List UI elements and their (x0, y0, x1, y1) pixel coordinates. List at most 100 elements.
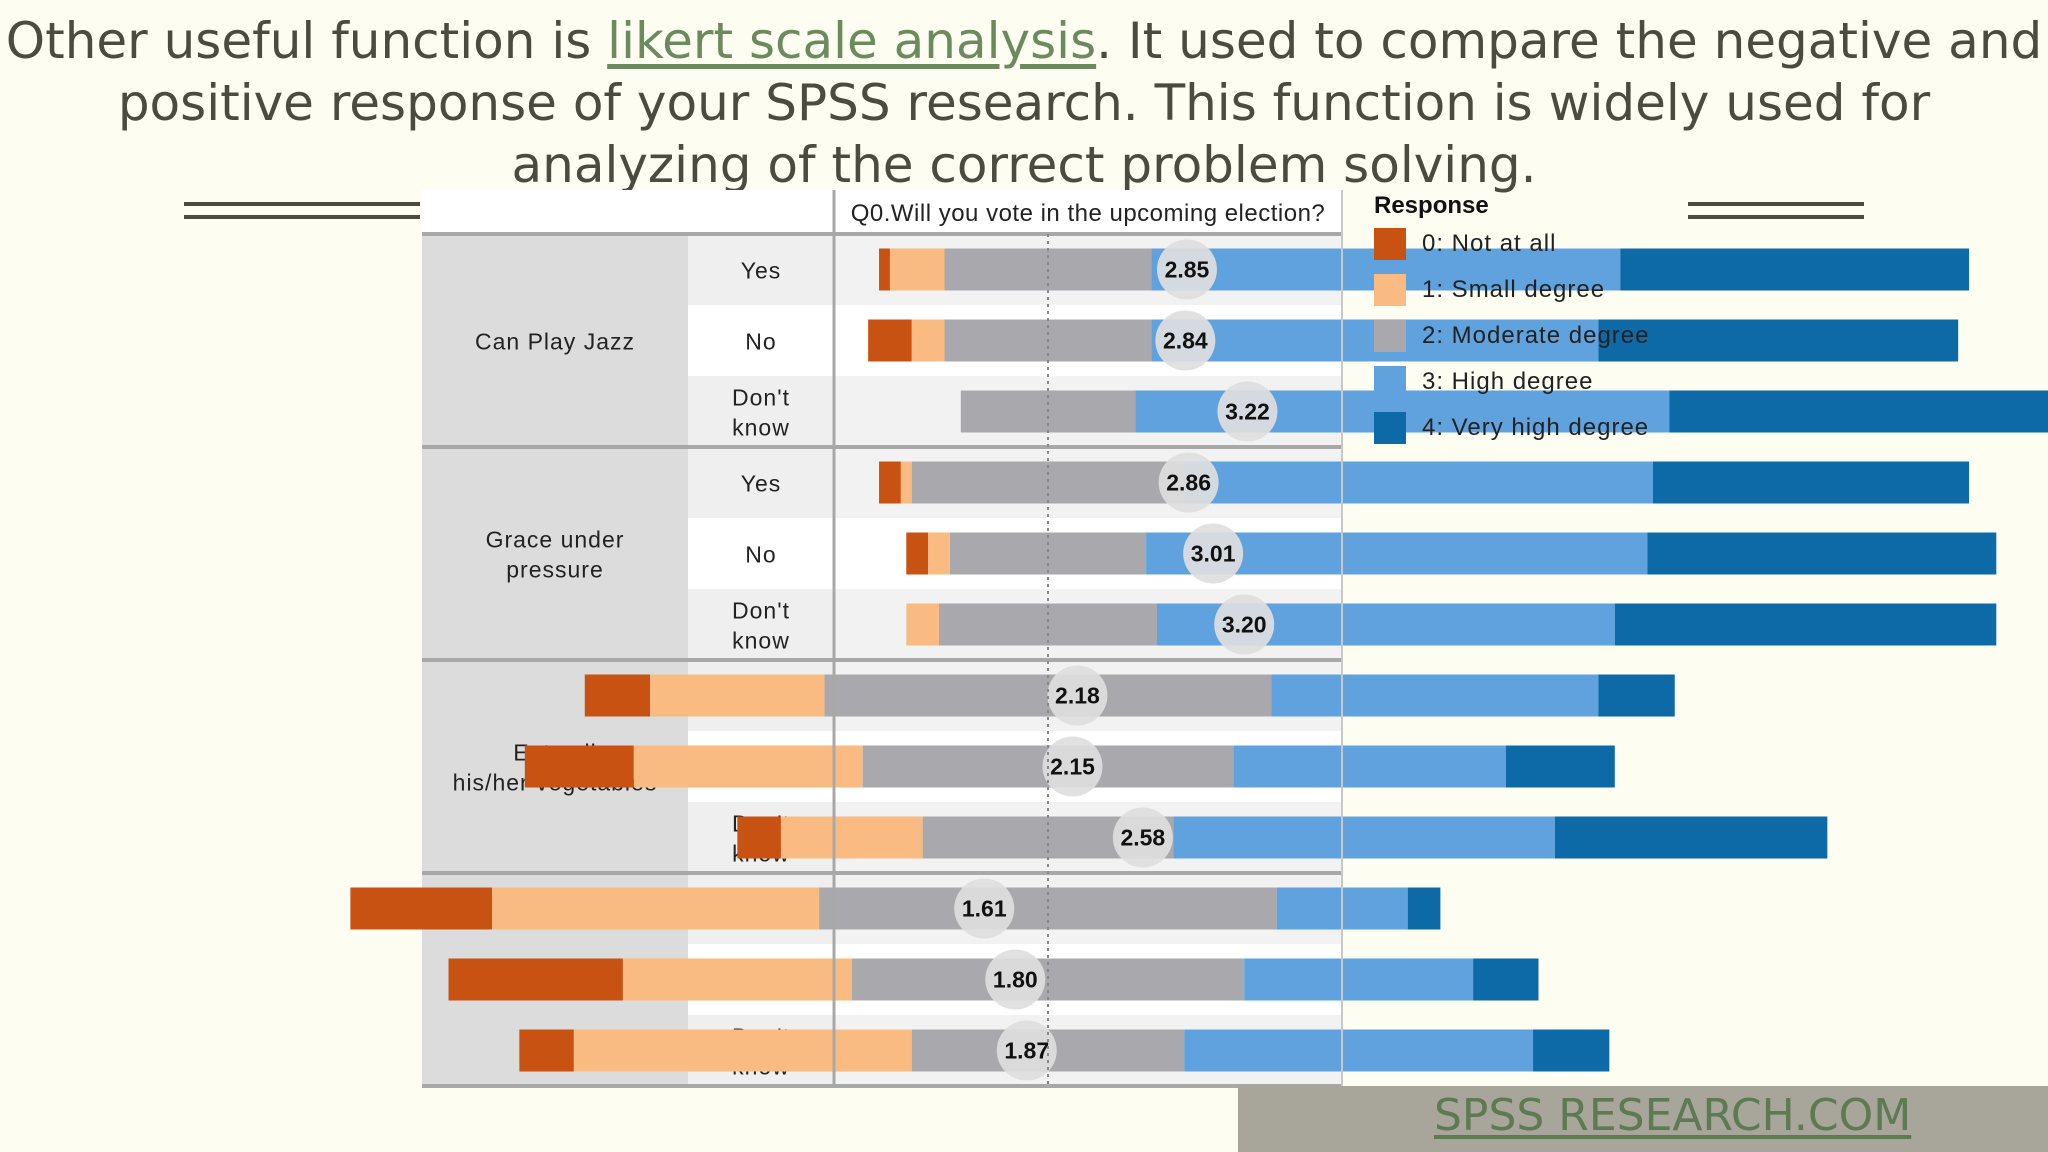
mean-marker (1112, 807, 1173, 868)
mean-label: 1.87 (1004, 1038, 1049, 1064)
bar-segment (911, 319, 945, 362)
legend-item: 1: Small degree (1374, 274, 1605, 306)
bar-segment (911, 461, 1185, 504)
bar-segment (1173, 816, 1555, 859)
bar-segment (584, 674, 651, 717)
headline-text: Other useful function is likert scale an… (0, 10, 2048, 196)
decorative-rule-left (184, 202, 420, 219)
legend-swatch (1374, 228, 1406, 260)
bar-segment (492, 887, 820, 930)
bar-segment (906, 532, 929, 575)
mean-marker (1155, 310, 1216, 371)
response-label-cell (688, 234, 834, 305)
mean-label: 1.80 (993, 967, 1038, 993)
chart-title: Q0.Will you vote in the upcoming electio… (851, 200, 1326, 227)
mean-marker (1047, 665, 1108, 726)
bar-segment (1184, 461, 1653, 504)
group-label-cell (422, 447, 688, 660)
mean-label: 2.15 (1050, 754, 1095, 780)
mean-label: 2.86 (1166, 470, 1211, 496)
bar-segment (1652, 461, 1970, 504)
legend-label: 3: High degree (1422, 368, 1594, 395)
mean-label: 3.22 (1225, 399, 1270, 425)
bar-segment (1533, 1029, 1610, 1072)
group-label-cell (422, 234, 688, 447)
bar-segment (1473, 958, 1539, 1001)
bar-segment (1184, 1029, 1534, 1072)
bar-segment (1554, 816, 1828, 859)
mean-marker (1042, 736, 1103, 797)
mean-marker (954, 878, 1015, 939)
response-label: know (732, 628, 790, 654)
decorative-rule-right (1688, 202, 1864, 219)
response-label: know (732, 415, 790, 441)
bar-segment (868, 319, 912, 362)
mean-marker (1217, 381, 1278, 442)
response-label: Yes (741, 258, 782, 284)
mean-marker (1158, 452, 1219, 513)
headline-part-1: Other useful function is (5, 12, 608, 70)
bar-segment (780, 816, 923, 859)
legend-item: 3: High degree (1374, 366, 1593, 398)
bar-segment (1233, 745, 1506, 788)
headline-part-2: . It used to compare the negative and po… (117, 12, 2043, 194)
bar-segment (1407, 887, 1441, 930)
mean-label: 2.84 (1163, 328, 1208, 354)
legend-label: 1: Small degree (1422, 276, 1606, 303)
legend-swatch (1374, 274, 1406, 306)
mean-marker (1156, 239, 1217, 300)
bar-segment (939, 603, 1157, 646)
mean-marker (996, 1020, 1057, 1081)
response-label: No (745, 542, 776, 568)
legend-item: 0: Not at all (1374, 228, 1556, 260)
legend-item: 4: Very high degree (1374, 412, 1649, 444)
bar-segment (633, 745, 863, 788)
mean-label: 2.18 (1055, 683, 1100, 709)
bar-segment (350, 887, 493, 930)
bar-segment (1244, 958, 1474, 1001)
legend-item: 2: Moderate degree (1374, 320, 1649, 352)
bar-segment (1614, 603, 1997, 646)
bar-segment (622, 958, 852, 1001)
legend-swatch (1374, 320, 1406, 352)
response-label-cell (688, 305, 834, 376)
bar-segment (1598, 674, 1675, 717)
group-label: pressure (506, 557, 603, 583)
bar-segment (889, 248, 945, 291)
bar-segment (928, 532, 950, 575)
mean-label: 2.58 (1120, 825, 1165, 851)
mean-label: 2.85 (1165, 257, 1210, 283)
response-label: Don't (732, 598, 790, 624)
bar-segment (448, 958, 623, 1001)
bar-segment (573, 1029, 912, 1072)
bar-segment (1505, 745, 1615, 788)
response-label-cell (688, 447, 834, 518)
bar-segment (949, 532, 1147, 575)
response-label-cell (688, 376, 834, 447)
bar-segment (879, 248, 890, 291)
site-link[interactable]: SPSS RESEARCH.COM (1434, 1090, 1912, 1141)
bar-segment (737, 816, 781, 859)
legend-title: Response (1374, 192, 1489, 219)
mean-label: 1.61 (962, 896, 1007, 922)
mean-label: 3.20 (1222, 612, 1267, 638)
mean-marker (1183, 523, 1244, 584)
legend-label: 0: Not at all (1422, 230, 1557, 257)
response-label: No (745, 329, 776, 355)
mean-marker (985, 949, 1046, 1010)
legend-label: 2: Moderate degree (1422, 322, 1650, 349)
likert-scale-analysis-link[interactable]: likert scale analysis (607, 12, 1097, 70)
group-label: Can Play Jazz (475, 329, 635, 355)
legend-label: 4: Very high degree (1422, 414, 1650, 441)
legend-swatch (1374, 366, 1406, 398)
bar-segment (1620, 248, 1970, 291)
bar-segment (1271, 674, 1599, 717)
bar-segment (519, 1029, 574, 1072)
mean-label: 3.01 (1191, 541, 1236, 567)
bar-segment (900, 461, 912, 504)
legend-swatch (1374, 412, 1406, 444)
bar-segment (906, 603, 939, 646)
footer-bar (1238, 1086, 2048, 1152)
response-label: Don't (732, 385, 790, 411)
